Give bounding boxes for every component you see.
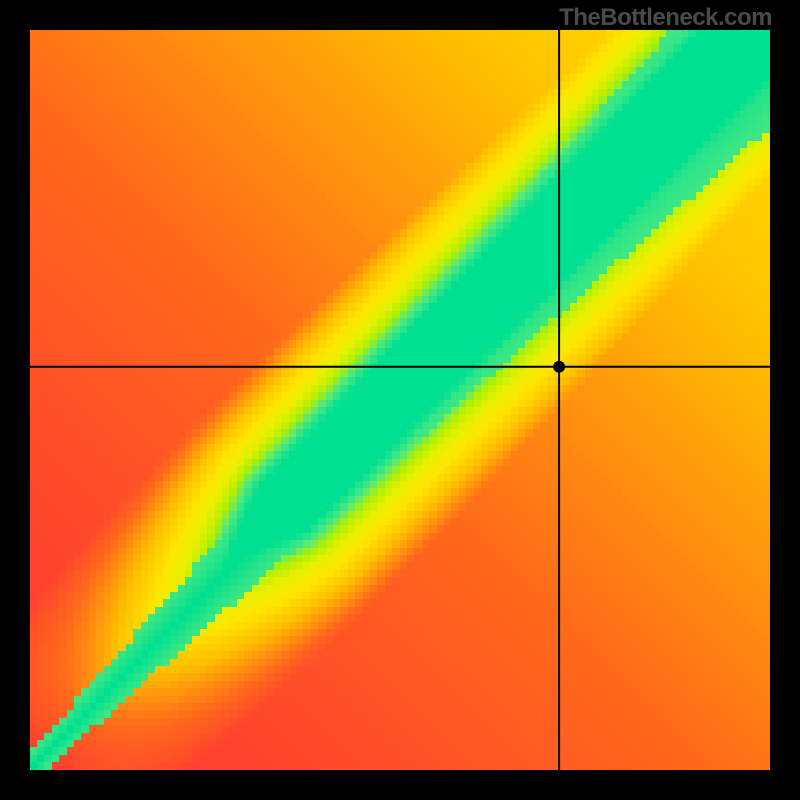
watermark-label: TheBottleneck.com bbox=[559, 4, 772, 32]
heatmap-canvas bbox=[30, 30, 770, 770]
chart-container: TheBottleneck.com bbox=[0, 0, 800, 800]
heatmap-plot bbox=[30, 30, 770, 770]
